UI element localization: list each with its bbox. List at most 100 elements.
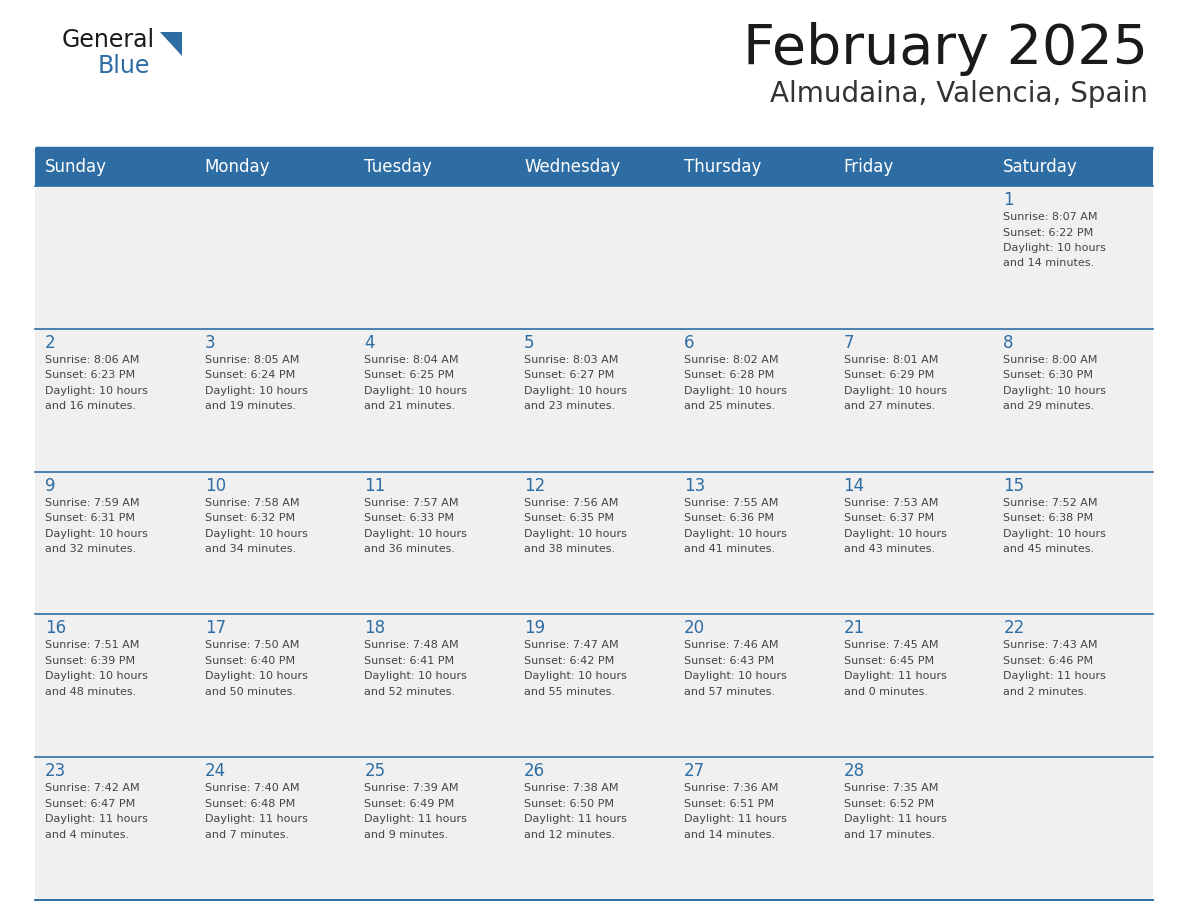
Text: Sunrise: 7:50 AM: Sunrise: 7:50 AM [204, 641, 299, 650]
Text: Daylight: 11 hours: Daylight: 11 hours [684, 814, 786, 824]
Text: Daylight: 10 hours: Daylight: 10 hours [204, 529, 308, 539]
Text: Daylight: 10 hours: Daylight: 10 hours [684, 671, 786, 681]
Text: 25: 25 [365, 762, 386, 780]
Text: Sunrise: 8:04 AM: Sunrise: 8:04 AM [365, 354, 459, 364]
Text: Sunrise: 7:56 AM: Sunrise: 7:56 AM [524, 498, 619, 508]
Text: 16: 16 [45, 620, 67, 637]
Text: Daylight: 10 hours: Daylight: 10 hours [843, 529, 947, 539]
Text: 15: 15 [1004, 476, 1024, 495]
Bar [195, 329, 354, 472]
Text: Sunset: 6:51 PM: Sunset: 6:51 PM [684, 799, 773, 809]
Text: Daylight: 10 hours: Daylight: 10 hours [45, 386, 147, 396]
Text: Daylight: 10 hours: Daylight: 10 hours [843, 386, 947, 396]
Text: 28: 28 [843, 762, 865, 780]
Bar [993, 757, 1154, 900]
Text: Daylight: 11 hours: Daylight: 11 hours [843, 671, 947, 681]
Text: Sunset: 6:33 PM: Sunset: 6:33 PM [365, 513, 455, 523]
Text: Sunrise: 7:35 AM: Sunrise: 7:35 AM [843, 783, 939, 793]
Text: Sunrise: 7:46 AM: Sunrise: 7:46 AM [684, 641, 778, 650]
Text: 20: 20 [684, 620, 704, 637]
Text: Daylight: 11 hours: Daylight: 11 hours [204, 814, 308, 824]
Bar [195, 757, 354, 900]
Text: Sunset: 6:40 PM: Sunset: 6:40 PM [204, 655, 295, 666]
Bar [354, 186, 514, 329]
Bar [674, 614, 834, 757]
Text: Daylight: 10 hours: Daylight: 10 hours [365, 671, 467, 681]
Text: 14: 14 [843, 476, 865, 495]
Text: Sunset: 6:38 PM: Sunset: 6:38 PM [1004, 513, 1093, 523]
Text: Sunrise: 7:38 AM: Sunrise: 7:38 AM [524, 783, 619, 793]
Text: 5: 5 [524, 334, 535, 352]
Text: Sunday: Sunday [45, 158, 107, 176]
Text: Daylight: 10 hours: Daylight: 10 hours [684, 386, 786, 396]
Text: Sunrise: 7:59 AM: Sunrise: 7:59 AM [45, 498, 139, 508]
Text: February 2025: February 2025 [742, 22, 1148, 76]
Bar [514, 757, 674, 900]
Text: 18: 18 [365, 620, 386, 637]
Bar [834, 329, 993, 472]
Text: Sunrise: 7:43 AM: Sunrise: 7:43 AM [1004, 641, 1098, 650]
Text: Sunset: 6:43 PM: Sunset: 6:43 PM [684, 655, 775, 666]
Text: 10: 10 [204, 476, 226, 495]
Bar [993, 186, 1154, 329]
Text: Sunset: 6:47 PM: Sunset: 6:47 PM [45, 799, 135, 809]
Bar [34, 148, 1154, 186]
Text: and 57 minutes.: and 57 minutes. [684, 687, 775, 697]
Text: Sunrise: 8:00 AM: Sunrise: 8:00 AM [1004, 354, 1098, 364]
Text: Sunrise: 7:36 AM: Sunrise: 7:36 AM [684, 783, 778, 793]
Bar [514, 472, 674, 614]
Text: Daylight: 10 hours: Daylight: 10 hours [524, 529, 627, 539]
Text: Sunset: 6:49 PM: Sunset: 6:49 PM [365, 799, 455, 809]
Text: 6: 6 [684, 334, 694, 352]
Text: Sunrise: 7:45 AM: Sunrise: 7:45 AM [843, 641, 939, 650]
Text: Sunrise: 7:58 AM: Sunrise: 7:58 AM [204, 498, 299, 508]
Text: Blue: Blue [97, 54, 151, 78]
Text: Sunrise: 7:39 AM: Sunrise: 7:39 AM [365, 783, 459, 793]
Text: Sunrise: 8:05 AM: Sunrise: 8:05 AM [204, 354, 299, 364]
Text: 9: 9 [45, 476, 56, 495]
Text: Daylight: 11 hours: Daylight: 11 hours [524, 814, 627, 824]
Text: Sunset: 6:41 PM: Sunset: 6:41 PM [365, 655, 455, 666]
Text: Saturday: Saturday [1004, 158, 1078, 176]
Text: Sunset: 6:32 PM: Sunset: 6:32 PM [204, 513, 295, 523]
Text: and 7 minutes.: and 7 minutes. [204, 830, 289, 840]
Text: Sunset: 6:24 PM: Sunset: 6:24 PM [204, 370, 295, 380]
Bar [834, 614, 993, 757]
Text: and 29 minutes.: and 29 minutes. [1004, 401, 1094, 411]
Text: Sunset: 6:37 PM: Sunset: 6:37 PM [843, 513, 934, 523]
Text: and 55 minutes.: and 55 minutes. [524, 687, 615, 697]
Text: Daylight: 10 hours: Daylight: 10 hours [45, 529, 147, 539]
Text: Sunset: 6:42 PM: Sunset: 6:42 PM [524, 655, 614, 666]
Text: Sunrise: 7:47 AM: Sunrise: 7:47 AM [524, 641, 619, 650]
Text: 23: 23 [45, 762, 67, 780]
Bar [34, 329, 195, 472]
Text: Sunset: 6:25 PM: Sunset: 6:25 PM [365, 370, 455, 380]
Text: Sunset: 6:39 PM: Sunset: 6:39 PM [45, 655, 135, 666]
Text: General: General [62, 28, 156, 52]
Text: and 0 minutes.: and 0 minutes. [843, 687, 928, 697]
Text: Daylight: 10 hours: Daylight: 10 hours [365, 386, 467, 396]
Text: Sunrise: 7:42 AM: Sunrise: 7:42 AM [45, 783, 140, 793]
Text: and 12 minutes.: and 12 minutes. [524, 830, 615, 840]
Text: and 21 minutes.: and 21 minutes. [365, 401, 455, 411]
Text: Sunrise: 7:40 AM: Sunrise: 7:40 AM [204, 783, 299, 793]
Bar [993, 614, 1154, 757]
Text: Sunrise: 8:03 AM: Sunrise: 8:03 AM [524, 354, 619, 364]
Text: Sunset: 6:23 PM: Sunset: 6:23 PM [45, 370, 135, 380]
Text: Daylight: 10 hours: Daylight: 10 hours [45, 671, 147, 681]
Text: and 32 minutes.: and 32 minutes. [45, 544, 137, 554]
Bar [195, 186, 354, 329]
Bar [514, 614, 674, 757]
Text: and 17 minutes.: and 17 minutes. [843, 830, 935, 840]
Text: 24: 24 [204, 762, 226, 780]
Text: Daylight: 10 hours: Daylight: 10 hours [684, 529, 786, 539]
Bar [514, 329, 674, 472]
Bar [195, 614, 354, 757]
Bar [34, 186, 195, 329]
Text: Monday: Monday [204, 158, 270, 176]
Text: Sunrise: 7:48 AM: Sunrise: 7:48 AM [365, 641, 459, 650]
Text: Wednesday: Wednesday [524, 158, 620, 176]
Text: Sunrise: 7:51 AM: Sunrise: 7:51 AM [45, 641, 139, 650]
Bar [674, 757, 834, 900]
Text: Daylight: 10 hours: Daylight: 10 hours [204, 386, 308, 396]
